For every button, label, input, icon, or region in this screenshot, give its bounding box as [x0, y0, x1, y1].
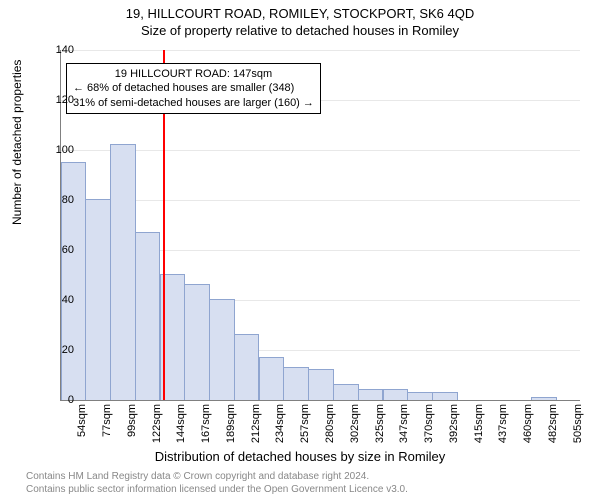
histogram-bar — [308, 369, 334, 400]
footer-line-2: Contains public sector information licen… — [26, 483, 408, 496]
x-tick-label: 437sqm — [497, 404, 509, 443]
x-tick-label: 167sqm — [200, 404, 212, 443]
y-tick-label: 100 — [56, 144, 74, 156]
y-tick-label: 40 — [62, 294, 74, 306]
gridline — [60, 200, 580, 201]
x-tick-label: 482sqm — [547, 404, 559, 443]
x-tick-label: 77sqm — [101, 404, 113, 437]
x-tick-label: 280sqm — [324, 404, 336, 443]
annotation-box: 19 HILLCOURT ROAD: 147sqm← 68% of detach… — [66, 63, 321, 114]
gridline — [60, 50, 580, 51]
annotation-line: ← 68% of detached houses are smaller (34… — [73, 81, 314, 95]
x-tick-label: 325sqm — [374, 404, 386, 443]
histogram-bar — [184, 284, 210, 400]
x-tick-label: 460sqm — [522, 404, 534, 443]
histogram-bar — [259, 357, 285, 401]
y-tick-label: 80 — [62, 194, 74, 206]
chart-container: 19, HILLCOURT ROAD, ROMILEY, STOCKPORT, … — [0, 0, 600, 500]
y-tick-label: 60 — [62, 244, 74, 256]
x-tick-label: 257sqm — [299, 404, 311, 443]
title-address: 19, HILLCOURT ROAD, ROMILEY, STOCKPORT, … — [0, 0, 600, 21]
x-tick-label: 370sqm — [423, 404, 435, 443]
histogram-bar — [85, 199, 111, 400]
y-tick-label: 120 — [56, 94, 74, 106]
histogram-bar — [333, 384, 359, 400]
x-tick-label: 212sqm — [250, 404, 262, 443]
x-tick-label: 505sqm — [572, 404, 584, 443]
y-tick-label: 140 — [56, 44, 74, 56]
annotation-line: 19 HILLCOURT ROAD: 147sqm — [73, 67, 314, 81]
histogram-bar — [358, 389, 384, 400]
x-axis-line — [60, 400, 580, 401]
histogram-bar — [135, 232, 161, 401]
y-tick-label: 20 — [62, 344, 74, 356]
histogram-bar — [407, 392, 433, 401]
footer-attribution: Contains HM Land Registry data © Crown c… — [26, 470, 408, 496]
y-tick-label: 0 — [68, 394, 74, 406]
x-tick-label: 144sqm — [175, 404, 187, 443]
histogram-bar — [209, 299, 235, 400]
footer-line-1: Contains HM Land Registry data © Crown c… — [26, 470, 408, 483]
x-tick-label: 234sqm — [274, 404, 286, 443]
x-tick-label: 189sqm — [225, 404, 237, 443]
x-tick-label: 302sqm — [349, 404, 361, 443]
y-axis-label: Number of detached properties — [10, 60, 24, 225]
histogram-bar — [283, 367, 309, 401]
histogram-bar — [234, 334, 260, 400]
x-tick-label: 99sqm — [126, 404, 138, 437]
x-tick-label: 392sqm — [448, 404, 460, 443]
histogram-bar — [531, 397, 557, 401]
histogram-bar — [383, 389, 409, 400]
histogram-bar — [432, 392, 458, 401]
x-tick-label: 347sqm — [398, 404, 410, 443]
x-tick-label: 415sqm — [473, 404, 485, 443]
histogram-bar — [110, 144, 136, 400]
x-axis-title: Distribution of detached houses by size … — [0, 449, 600, 464]
x-tick-label: 122sqm — [151, 404, 163, 443]
annotation-line: 31% of semi-detached houses are larger (… — [73, 96, 314, 110]
x-tick-label: 54sqm — [76, 404, 88, 437]
gridline — [60, 150, 580, 151]
title-subtitle: Size of property relative to detached ho… — [0, 21, 600, 38]
